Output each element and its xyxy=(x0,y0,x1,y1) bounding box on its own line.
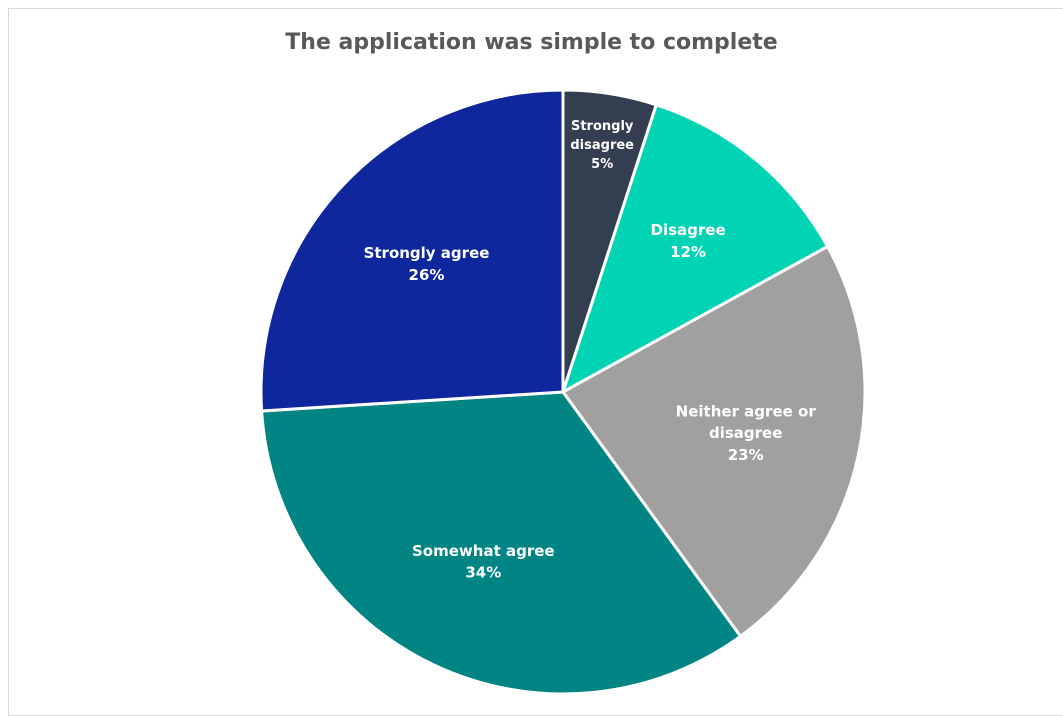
chart-title: The application was simple to complete xyxy=(285,30,778,55)
data-label-disagree: Disagree 12% xyxy=(651,221,726,261)
data-label-strongly-disagree: Strongly disagree 5% xyxy=(570,119,634,172)
data-label-neither-agree-or-disagree: Neither agree or disagree 23% xyxy=(676,402,817,464)
pie-slice-disagree xyxy=(561,103,830,394)
data-label-strongly-agree: Strongly agree 26% xyxy=(364,244,490,284)
pie-slice-strongly-agree xyxy=(259,88,565,413)
pie-labels: Strongly disagree 5% Disagree 12% Neither agr… xyxy=(364,119,817,581)
data-label-somewhat-agree: Somewhat agree 34% xyxy=(412,542,555,582)
pie-slice-neither-agree-or-disagree xyxy=(561,245,867,638)
pie-slices xyxy=(259,88,867,696)
pie-slice-somewhat-agree xyxy=(260,390,743,696)
